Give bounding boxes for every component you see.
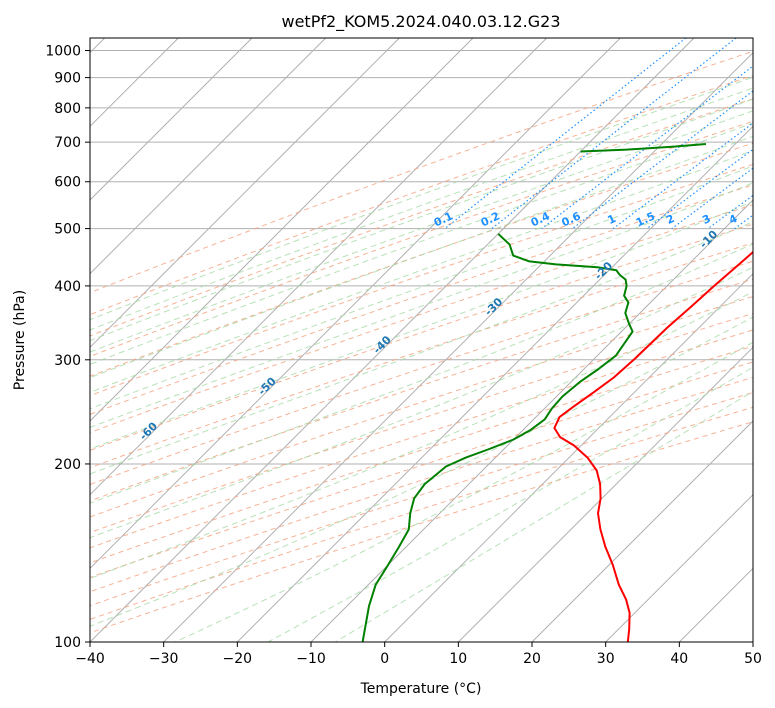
dry-adiabat-label: -70 xyxy=(6,477,29,500)
isotherm-line xyxy=(752,641,753,642)
mixing-ratio-label: 2 xyxy=(664,212,676,227)
isotherm-line xyxy=(531,420,753,642)
moist-adiabat xyxy=(90,266,753,539)
mixing-ratio-label: 0.4 xyxy=(529,209,552,229)
y-axis-title: Pressure (hPa) xyxy=(12,290,28,390)
moist-adiabat xyxy=(267,366,753,642)
isotherm-line xyxy=(90,38,327,275)
y-tick-label: 800 xyxy=(54,101,81,117)
dry-adiabat xyxy=(90,163,753,397)
isotherm-line xyxy=(605,493,753,642)
dewpoint-line xyxy=(580,143,706,153)
y-tick-label: 300 xyxy=(54,353,81,369)
sounding-series xyxy=(361,143,753,642)
x-tick-label: 0 xyxy=(380,651,389,667)
mixing-ratio-line xyxy=(707,194,753,230)
temperature-line xyxy=(553,250,753,642)
dry-adiabat-label: -50 xyxy=(256,374,279,397)
dry-adiabat-label: -60 xyxy=(137,419,160,442)
moist-adiabat xyxy=(90,201,753,450)
isotherm-line xyxy=(90,38,474,422)
x-tick-label: −10 xyxy=(296,651,326,667)
isotherm-line xyxy=(384,272,753,642)
dry-adiabat xyxy=(90,392,753,607)
dry-adiabat xyxy=(90,376,753,593)
moist-adiabat xyxy=(90,182,753,428)
isotherm-line xyxy=(90,38,400,349)
x-tick-label: 10 xyxy=(449,651,467,667)
x-tick-label: −20 xyxy=(223,651,253,667)
moist-adiabat xyxy=(90,76,753,321)
mixing-ratio-line xyxy=(491,38,737,230)
y-tick-label: 700 xyxy=(54,135,81,151)
isotherm-line xyxy=(163,51,753,642)
background-lines xyxy=(90,38,753,642)
mixing-ratio-label: 0.1 xyxy=(432,209,455,229)
x-tick-label: −40 xyxy=(75,651,105,667)
moist-adiabat xyxy=(174,341,753,642)
dry-adiabat-label: -10 xyxy=(697,227,720,250)
moist-adiabat xyxy=(90,98,753,342)
moist-adiabat xyxy=(90,110,753,353)
mixing-ratio-label: 6 xyxy=(766,212,775,227)
x-tick-label: 30 xyxy=(597,651,615,667)
dry-adiabat xyxy=(90,295,753,518)
isotherm-line xyxy=(457,346,753,642)
dry-adiabat xyxy=(90,242,753,469)
mixing-ratio-label: 3 xyxy=(700,212,712,227)
y-tick-label: 100 xyxy=(54,635,81,651)
x-tick-label: 40 xyxy=(670,651,688,667)
y-tick-label: 900 xyxy=(54,71,81,87)
x-tick-label: 50 xyxy=(744,651,762,667)
dewpoint-line xyxy=(361,233,634,642)
mixing-ratio-label: 1 xyxy=(606,212,618,227)
dry-adiabat xyxy=(90,329,753,549)
isotherm-line xyxy=(90,38,253,201)
isotherm-line xyxy=(90,38,621,570)
chart-title: wetPf2_KOM5.2024.040.03.12.G23 xyxy=(281,12,560,32)
x-axis: −40 −30 −20 −10 0 10 20 30 40 50 xyxy=(75,642,762,667)
dry-adiabat-label: -40 xyxy=(371,333,394,356)
x-tick-label: 20 xyxy=(523,651,541,667)
y-tick-label: 200 xyxy=(54,457,81,473)
y-tick-label: 500 xyxy=(54,222,81,238)
mixing-ratio-line xyxy=(734,214,753,230)
dry-adiabat xyxy=(90,74,753,316)
isotherm-line xyxy=(90,38,548,496)
y-tick-label: 600 xyxy=(54,175,81,191)
moist-adiabat xyxy=(90,87,753,331)
mixing-ratio-line xyxy=(612,122,753,230)
isotherm-line xyxy=(236,125,753,642)
moist-adiabat xyxy=(90,243,753,504)
dry-adiabat xyxy=(90,98,753,337)
mixing-ratio-line xyxy=(541,65,753,230)
y-tick-label: 400 xyxy=(54,279,81,295)
dry-adiabat-label: -20 xyxy=(592,259,615,282)
isotherm-line xyxy=(678,567,753,642)
x-axis-title: Temperature (°C) xyxy=(360,681,482,697)
plot-frame xyxy=(89,37,754,643)
mixing-ratio-label: 1.5 xyxy=(634,209,657,229)
y-axis: 100 200 300 400 500 600 700 800 900 1000 xyxy=(45,44,90,651)
mixing-ratio-line xyxy=(572,90,753,230)
dry-adiabat xyxy=(90,50,753,294)
y-tick-label: 1000 xyxy=(45,44,81,60)
mixing-ratio-line xyxy=(671,167,753,230)
isotherm-line xyxy=(90,38,695,642)
moist-adiabat xyxy=(90,165,753,410)
dry-adiabat xyxy=(90,204,753,434)
x-tick-label: −30 xyxy=(149,651,179,667)
moist-adiabat xyxy=(90,291,753,580)
